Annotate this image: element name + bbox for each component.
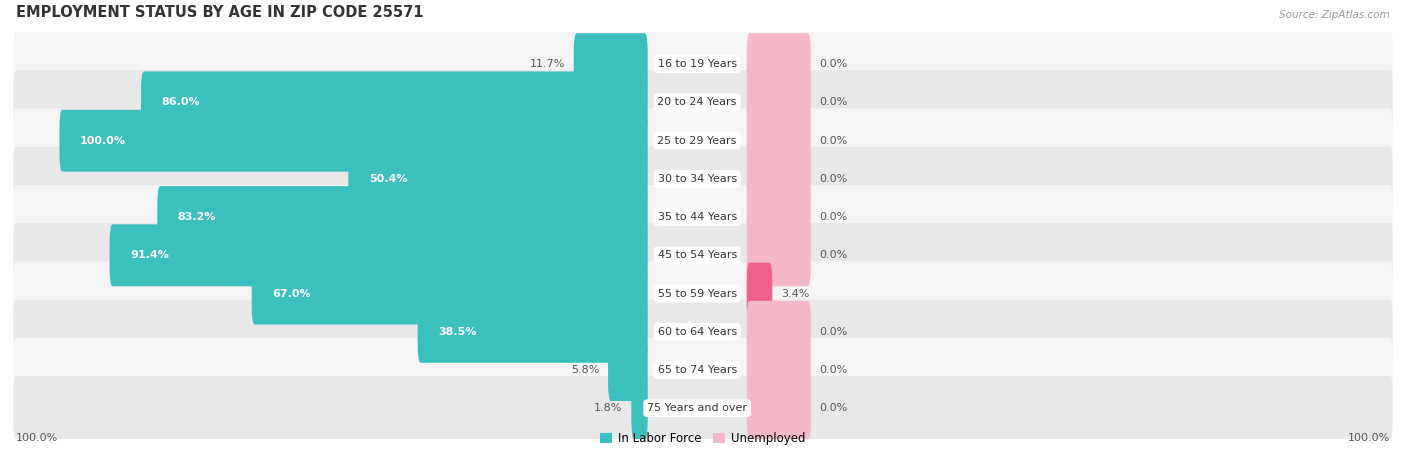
FancyBboxPatch shape: [747, 71, 811, 133]
FancyBboxPatch shape: [747, 339, 811, 401]
Text: 16 to 19 Years: 16 to 19 Years: [658, 59, 737, 69]
Text: 0.0%: 0.0%: [820, 403, 848, 413]
Text: 60 to 64 Years: 60 to 64 Years: [658, 327, 737, 337]
FancyBboxPatch shape: [14, 70, 1392, 134]
Text: 100.0%: 100.0%: [1348, 433, 1391, 443]
FancyBboxPatch shape: [14, 223, 1392, 287]
Text: 0.0%: 0.0%: [820, 59, 848, 69]
Text: 0.0%: 0.0%: [820, 327, 848, 337]
Text: 0.0%: 0.0%: [820, 212, 848, 222]
Text: 0.0%: 0.0%: [820, 174, 848, 184]
Text: 65 to 74 Years: 65 to 74 Years: [658, 365, 737, 375]
Text: 11.7%: 11.7%: [530, 59, 565, 69]
FancyBboxPatch shape: [747, 110, 811, 172]
Text: 91.4%: 91.4%: [129, 250, 169, 260]
FancyBboxPatch shape: [747, 33, 811, 95]
Text: 83.2%: 83.2%: [177, 212, 217, 222]
FancyBboxPatch shape: [574, 33, 648, 95]
Text: 30 to 34 Years: 30 to 34 Years: [658, 174, 737, 184]
FancyBboxPatch shape: [14, 109, 1392, 173]
FancyBboxPatch shape: [418, 301, 648, 363]
FancyBboxPatch shape: [747, 186, 811, 248]
FancyBboxPatch shape: [747, 301, 811, 363]
Text: 0.0%: 0.0%: [820, 136, 848, 146]
FancyBboxPatch shape: [110, 224, 648, 286]
Text: 25 to 29 Years: 25 to 29 Years: [658, 136, 737, 146]
FancyBboxPatch shape: [14, 299, 1392, 364]
FancyBboxPatch shape: [14, 185, 1392, 249]
FancyBboxPatch shape: [157, 186, 648, 248]
Text: 50.4%: 50.4%: [368, 174, 408, 184]
Text: 38.5%: 38.5%: [439, 327, 477, 337]
FancyBboxPatch shape: [349, 148, 648, 210]
Text: 0.0%: 0.0%: [820, 97, 848, 107]
FancyBboxPatch shape: [747, 377, 811, 439]
Text: 55 to 59 Years: 55 to 59 Years: [658, 289, 737, 299]
Text: 75 Years and over: 75 Years and over: [647, 403, 747, 413]
Text: 67.0%: 67.0%: [271, 289, 311, 299]
Text: 86.0%: 86.0%: [162, 97, 200, 107]
Text: 20 to 24 Years: 20 to 24 Years: [658, 97, 737, 107]
FancyBboxPatch shape: [14, 147, 1392, 211]
FancyBboxPatch shape: [14, 338, 1392, 402]
Text: 1.8%: 1.8%: [595, 403, 623, 413]
Text: 35 to 44 Years: 35 to 44 Years: [658, 212, 737, 222]
FancyBboxPatch shape: [14, 376, 1392, 440]
FancyBboxPatch shape: [141, 71, 648, 133]
Legend: In Labor Force, Unemployed: In Labor Force, Unemployed: [596, 428, 810, 450]
Text: 45 to 54 Years: 45 to 54 Years: [658, 250, 737, 260]
FancyBboxPatch shape: [252, 262, 648, 325]
FancyBboxPatch shape: [747, 262, 772, 325]
FancyBboxPatch shape: [747, 148, 811, 210]
Text: Source: ZipAtlas.com: Source: ZipAtlas.com: [1279, 10, 1391, 20]
FancyBboxPatch shape: [631, 377, 648, 439]
Text: 100.0%: 100.0%: [80, 136, 127, 146]
Text: EMPLOYMENT STATUS BY AGE IN ZIP CODE 25571: EMPLOYMENT STATUS BY AGE IN ZIP CODE 255…: [15, 5, 423, 20]
Text: 5.8%: 5.8%: [571, 365, 599, 375]
FancyBboxPatch shape: [747, 224, 811, 286]
FancyBboxPatch shape: [14, 262, 1392, 326]
Text: 0.0%: 0.0%: [820, 365, 848, 375]
Text: 100.0%: 100.0%: [15, 433, 58, 443]
Text: 0.0%: 0.0%: [820, 250, 848, 260]
FancyBboxPatch shape: [607, 339, 648, 401]
FancyBboxPatch shape: [14, 32, 1392, 97]
Text: 3.4%: 3.4%: [782, 289, 810, 299]
FancyBboxPatch shape: [59, 110, 648, 172]
